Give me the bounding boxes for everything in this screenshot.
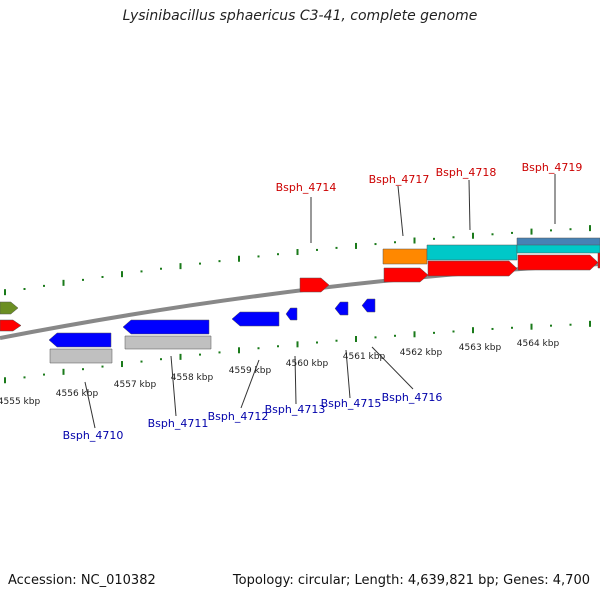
topology-text: Topology: circular; Length: 4,639,821 bp… <box>232 573 590 588</box>
gene-arrow <box>49 348 113 364</box>
leader-line <box>84 381 96 429</box>
gene-arrow <box>427 260 518 277</box>
gene-label: Bsph_4710 <box>63 429 124 442</box>
tick-label: 4560 kbp <box>286 359 329 369</box>
gene-arrow <box>426 244 518 261</box>
gene-arrow <box>0 319 22 332</box>
gene-arrow <box>299 277 330 293</box>
gene-arrow <box>383 267 429 283</box>
gene-arrow <box>0 301 19 315</box>
gene-label: Bsph_4713 <box>265 403 326 416</box>
tick-label: 4558 kbp <box>171 373 214 383</box>
inner-tick-track <box>4 320 591 384</box>
leader-line <box>371 346 414 390</box>
gene-arrow <box>285 307 298 321</box>
leader-line <box>397 185 404 237</box>
gene-arrow <box>517 254 599 271</box>
tick-label: 4563 kbp <box>459 343 502 353</box>
leader-line <box>345 349 351 399</box>
gene-label: Bsph_4718 <box>436 166 497 179</box>
gene-label: Bsph_4717 <box>369 173 430 186</box>
tick-label: 4564 kbp <box>517 339 560 349</box>
gene-label: Bsph_4716 <box>382 391 443 404</box>
gene-arrow <box>361 298 376 313</box>
map-title: Lysinibacillus sphaericus C3-41, complet… <box>122 8 478 24</box>
gene-label: Bsph_4711 <box>148 417 209 430</box>
gene-arrow <box>382 248 428 265</box>
leader-line <box>240 359 260 409</box>
leader-line <box>170 355 177 417</box>
gene-label: Bsph_4719 <box>522 161 583 174</box>
gene-arrow <box>124 335 212 350</box>
gene-arrow <box>122 319 210 335</box>
tick-label: 4556 kbp <box>56 389 99 399</box>
gene-arrow <box>231 311 280 327</box>
tick-label: 4561 kbp <box>343 352 386 362</box>
tick-label: 4557 kbp <box>114 380 157 390</box>
leader-line <box>294 355 297 405</box>
gene-arrow <box>48 332 112 348</box>
outer-tick-track <box>4 225 591 296</box>
gene-arrow <box>334 301 349 316</box>
tick-label: 4559 kbp <box>229 366 272 376</box>
tick-label: 4555 kbp <box>0 397 40 407</box>
tick-label: 4562 kbp <box>400 348 443 358</box>
gene-arrow <box>516 244 600 254</box>
accession-text: Accession: NC_010382 <box>8 573 156 588</box>
gene-label: Bsph_4714 <box>276 181 337 194</box>
gene-label: Bsph_4712 <box>208 410 269 423</box>
gene-label: Bsph_4715 <box>321 397 382 410</box>
leader-line <box>468 179 471 231</box>
gene-arrow <box>516 237 600 247</box>
